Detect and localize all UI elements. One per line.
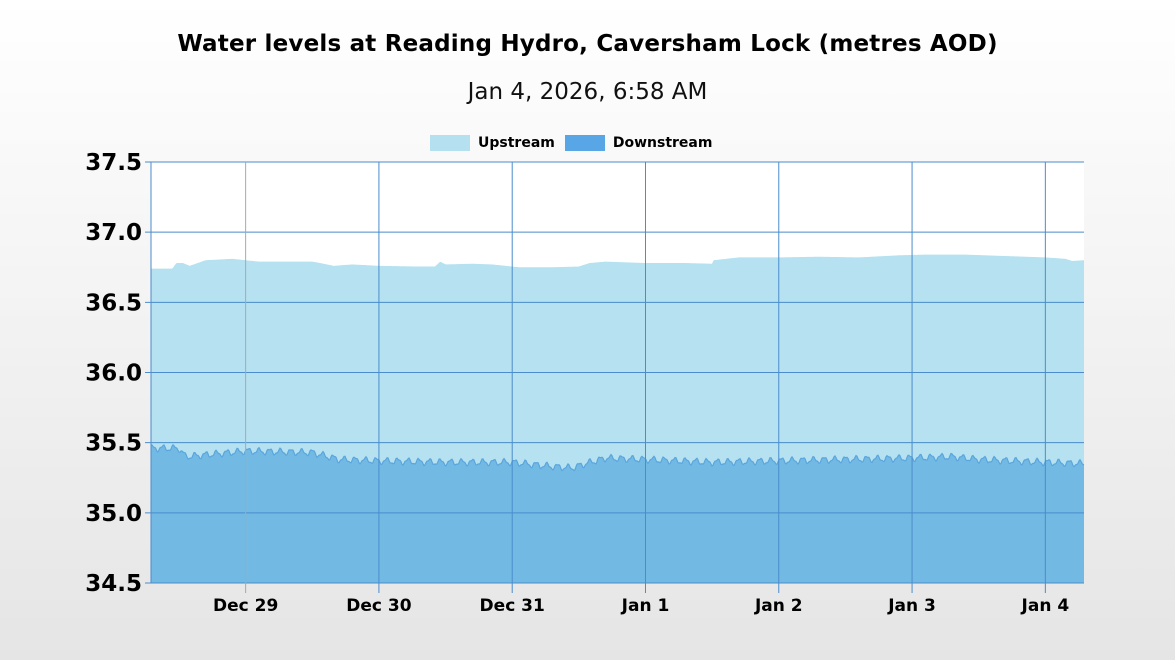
x-tick-label: Jan 1 — [621, 596, 670, 616]
series-areas — [150, 254, 1085, 583]
x-tick-label: Jan 2 — [754, 596, 803, 616]
x-tick-label: Dec 31 — [480, 596, 545, 616]
x-tick-label: Dec 29 — [213, 596, 278, 616]
downstream-line — [150, 443, 1085, 472]
x-tick-label: Jan 4 — [1021, 596, 1070, 616]
y-tick-label: 35.5 — [85, 431, 142, 457]
chart-subtitle: Jan 4, 2026, 6:58 AM — [467, 79, 708, 105]
legend-item-downstream[interactable]: Downstream — [564, 135, 713, 151]
upstream-swatch — [430, 135, 470, 151]
downstream-area — [151, 444, 1084, 583]
y-axis: 37.5 37.0 36.5 36.0 35.5 35.0 34.5 — [85, 150, 142, 597]
y-tick-label: 36.5 — [85, 290, 142, 316]
y-tick-label: 37.0 — [85, 220, 142, 246]
gridlines — [145, 161, 1084, 593]
chart-title: Water levels at Reading Hydro, Caversham… — [177, 31, 998, 57]
x-axis: Dec 29 Dec 30 Dec 31 Jan 1 Jan 2 Jan 3 Jan 4 — [213, 596, 1069, 616]
legend-label-downstream: Downstream — [612, 135, 713, 151]
x-tick-label: Dec 30 — [346, 596, 411, 616]
y-tick-label: 35.0 — [85, 501, 142, 527]
downstream-swatch — [564, 135, 605, 151]
legend-label-upstream: Upstream — [478, 135, 555, 151]
chart-legend: Upstream Downstream — [430, 134, 722, 152]
x-tick-label: Jan 3 — [887, 596, 936, 616]
y-tick-label: 37.5 — [85, 150, 142, 176]
y-tick-label: 34.5 — [85, 571, 142, 597]
legend-item-upstream[interactable]: Upstream — [430, 135, 555, 151]
y-tick-label: 36.0 — [85, 361, 142, 387]
